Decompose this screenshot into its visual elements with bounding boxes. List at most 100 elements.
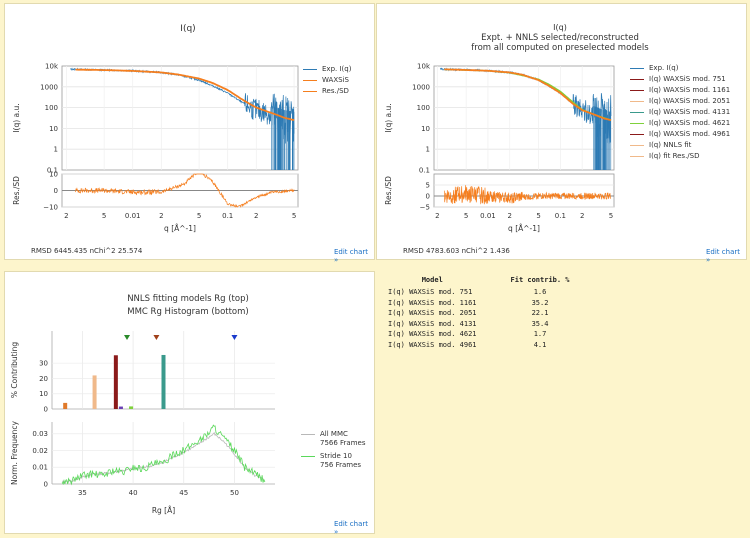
legend-label: Res./SD: [322, 87, 349, 95]
legend-item[interactable]: All MMC 7566 Frames: [301, 430, 366, 448]
legend-item[interactable]: I(q) WAXSiS mod. 4131: [630, 107, 730, 118]
table-row: I(q) WAXSiS mod. 4621 1.7: [384, 329, 574, 340]
y-tick-label: 1000: [412, 83, 430, 91]
edit-chart-link[interactable]: Edit chart »: [334, 520, 368, 536]
y-tick-label: 20: [39, 375, 48, 383]
y-axis-label: Res./SD: [384, 176, 393, 205]
model-cell: I(q) WAXSiS mod. 751: [388, 288, 473, 296]
chart-title: I(q): [180, 24, 195, 34]
legend-swatch: [630, 79, 644, 80]
legend-item[interactable]: I(q) WAXSiS mod. 4961: [630, 129, 730, 140]
chart-legend: Exp. I(q) I(q) WAXSiS mod. 751 I(q) WAXSiS…: [630, 63, 730, 162]
legend-item[interactable]: Res./SD: [303, 86, 351, 97]
bar: [161, 354, 166, 409]
contrib-cell: 35.2: [531, 298, 549, 307]
legend-label: Exp. I(q): [649, 64, 679, 72]
model-line-i-q-nnls-fit: [444, 68, 612, 121]
legend-label: I(q) NNLS fit: [649, 141, 692, 149]
legend-label: I(q) WAXSiS mod. 2051: [649, 97, 731, 105]
legend-item[interactable]: Stride 10 756 Frames: [301, 452, 366, 470]
legend-swatch: [303, 69, 317, 70]
y-tick-label: 1: [426, 146, 430, 154]
bar: [118, 406, 123, 409]
y-tick-label: 0: [44, 406, 48, 414]
chart-title: Expt. + NNLS selected/reconstructed: [481, 33, 639, 43]
model-cell: I(q) WAXSiS mod. 4131: [388, 319, 477, 328]
table-row: I(q) WAXSiS mod. 2051 22.1: [384, 308, 574, 319]
legend-swatch: [303, 80, 317, 81]
legend-swatch: [303, 91, 317, 92]
residual-line: [75, 173, 295, 208]
y-tick-label: 30: [39, 360, 48, 368]
residual-line: [443, 185, 612, 205]
x-tick-label: 5: [102, 212, 106, 220]
legend-item[interactable]: Exp. I(q): [303, 64, 351, 75]
fit-contribution-table: Model Fit contrib. % I(q) WAXSiS mod. 75…: [384, 276, 574, 350]
rmsd-label: RMSD 6445.435 nChi^2 25.574: [31, 247, 143, 255]
rg-marker: [231, 335, 238, 340]
model-cell: I(q) WAXSiS mod. 2051: [388, 309, 477, 317]
y-tick-label: 10: [421, 125, 430, 133]
y-tick-label: 0.01: [32, 464, 48, 472]
x-tick-label: 2: [64, 212, 68, 220]
legend-item[interactable]: I(q) WAXSiS mod. 751: [630, 74, 730, 85]
legend-swatch: [630, 145, 644, 146]
x-tick-label: 45: [179, 489, 188, 497]
legend-item[interactable]: Exp. I(q): [630, 63, 730, 74]
y-tick-label: 10: [49, 125, 58, 133]
legend-item[interactable]: WAXSiS: [303, 75, 351, 86]
y-tick-label: 10: [39, 390, 48, 398]
x-tick-label: 35: [78, 489, 87, 497]
y-tick-label: 0: [54, 187, 58, 195]
y-tick-label: 100: [45, 104, 58, 112]
contrib-cell: 35.4: [531, 319, 549, 328]
y-tick-label: −5: [420, 204, 430, 212]
model-cell: I(q) WAXSiS mod. 4621: [388, 330, 477, 338]
x-tick-label: 2: [580, 212, 584, 220]
x-tick-label: 0.1: [555, 212, 566, 220]
y-tick-label: 100: [417, 104, 430, 112]
y-axis-label: I(q) a.u.: [12, 103, 21, 132]
plot-frame: [61, 65, 299, 171]
legend-swatch: [301, 456, 315, 457]
x-tick-label: 5: [292, 212, 296, 220]
legend-item[interactable]: I(q) WAXSiS mod. 4621: [630, 118, 730, 129]
legend-swatch: [630, 123, 644, 124]
y-tick-label: 0.03: [32, 430, 48, 438]
legend-label: Stride 10 756 Frames: [320, 452, 362, 469]
residual-frame: [433, 173, 615, 208]
legend-item[interactable]: I(q) NNLS fit: [630, 140, 730, 151]
bar: [129, 406, 134, 409]
chart-title: from all computed on preselected models: [471, 43, 649, 53]
legend-item[interactable]: I(q) fit Res./SD: [630, 151, 730, 162]
rg-chart: NNLS fitting models Rg (top) MMC Rg Histo…: [10, 294, 275, 515]
rg-marker: [153, 335, 160, 340]
edit-chart-link[interactable]: Edit chart »: [706, 248, 740, 264]
column-header: Model: [421, 276, 443, 284]
legend-label: I(q) WAXSiS mod. 4961: [649, 130, 731, 138]
contrib-cell: 4.1: [533, 340, 547, 349]
edit-chart-link[interactable]: Edit chart »: [334, 248, 368, 264]
x-tick-label: 5: [536, 212, 540, 220]
legend-item[interactable]: I(q) WAXSiS mod. 2051: [630, 96, 730, 107]
legend-label: I(q) WAXSiS mod. 1161: [649, 86, 731, 94]
legend-swatch: [301, 434, 315, 435]
x-tick-label: 0.01: [125, 212, 141, 220]
table-row: I(q) WAXSiS mod. 1161 35.2: [384, 298, 574, 309]
legend-swatch: [630, 90, 644, 91]
chart-title: NNLS fitting models Rg (top): [127, 294, 249, 304]
model-cell: I(q) WAXSiS mod. 1161: [388, 298, 477, 307]
y-axis-label: I(q) a.u.: [384, 103, 393, 132]
chart-legend: Exp. I(q) WAXSiS Res./SD: [303, 64, 351, 97]
legend-swatch: [630, 101, 644, 102]
x-tick-label: 40: [129, 489, 138, 497]
legend-item[interactable]: I(q) WAXSiS mod. 1161: [630, 85, 730, 96]
column-header: Fit contrib. %: [510, 276, 570, 284]
y-tick-label: 0.1: [47, 167, 58, 175]
legend-swatch: [630, 112, 644, 113]
x-tick-label: 5: [464, 212, 468, 220]
contrib-cell: 1.7: [533, 330, 547, 338]
legend-swatch: [630, 134, 644, 135]
legend-label: All MMC 7566 Frames: [320, 430, 366, 447]
